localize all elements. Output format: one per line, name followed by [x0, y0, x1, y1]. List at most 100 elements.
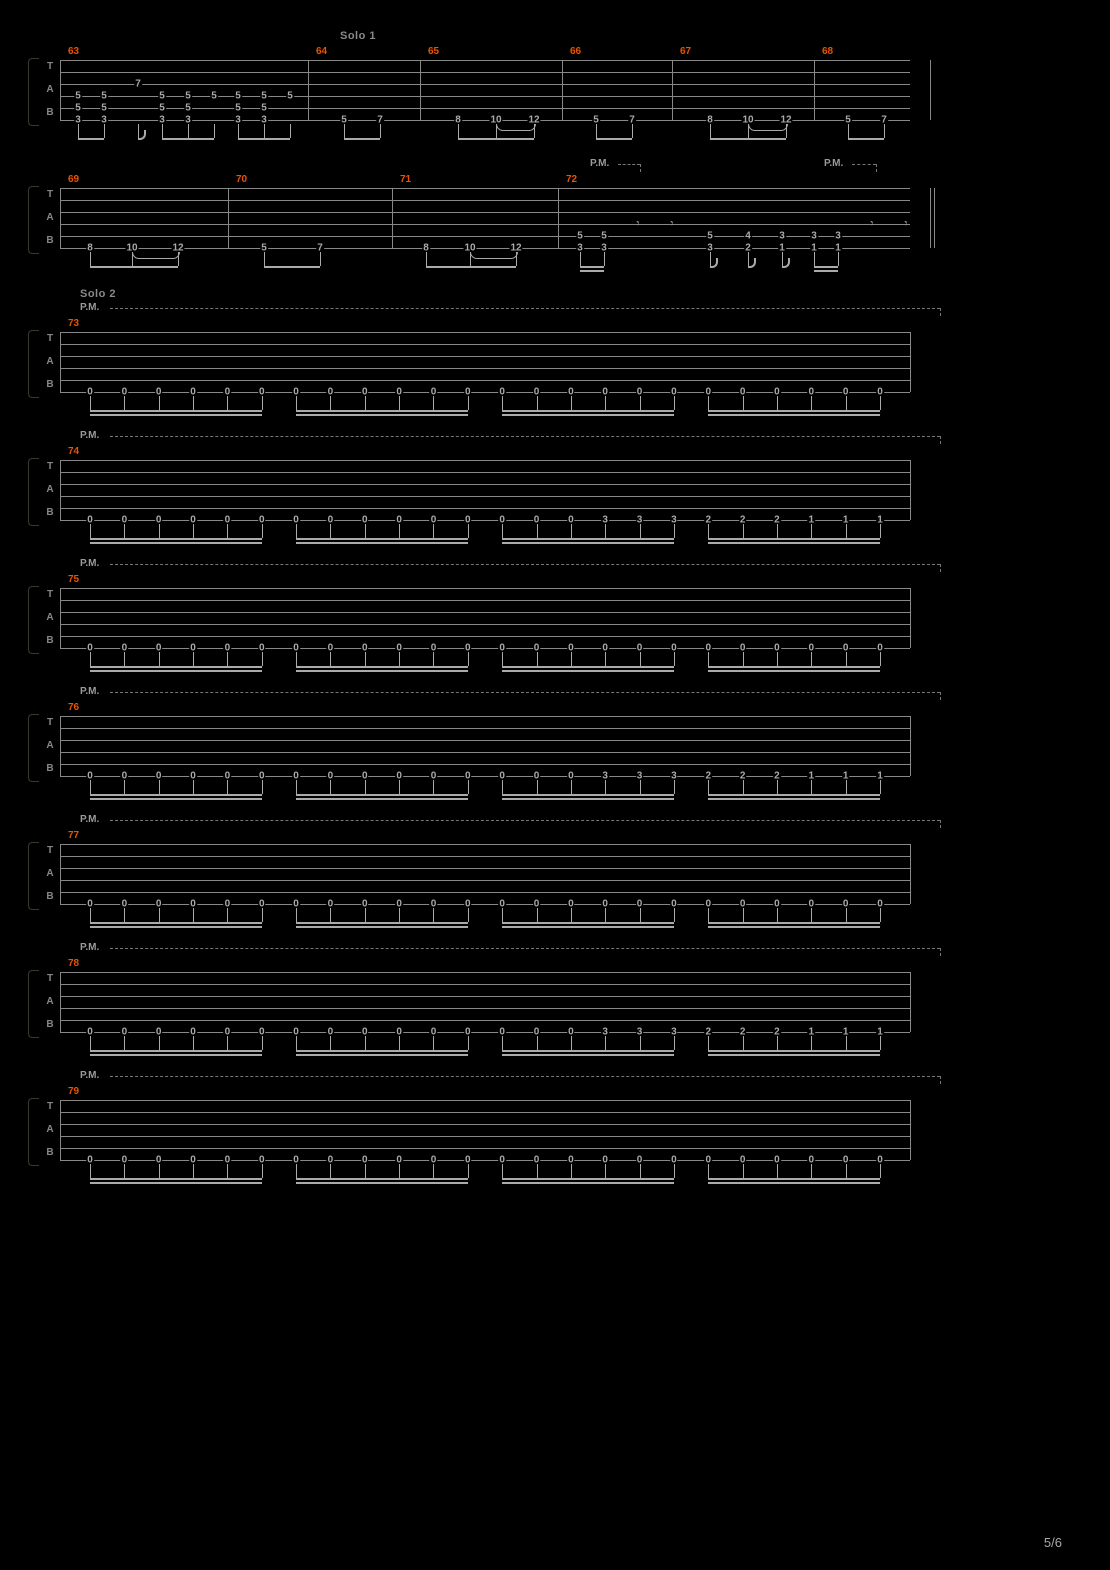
fret-number: 5: [184, 91, 192, 102]
barline: [562, 60, 563, 120]
fret-number: 5: [74, 91, 82, 102]
bar-number: 66: [570, 46, 581, 57]
barline: [308, 60, 309, 120]
bar-number: 79: [68, 1086, 79, 1097]
bar-numbers: 77: [60, 830, 1070, 844]
barline: [60, 972, 61, 1032]
staff-lines: 000000000000000000000000: [60, 844, 910, 904]
fret-number: 5: [706, 231, 714, 242]
bar-number: 73: [68, 318, 79, 329]
bar-number: 78: [68, 958, 79, 969]
barline: [910, 972, 911, 1032]
staff-lines: 5535537553553555355355781012578101257: [60, 60, 910, 120]
tab-clef: TAB: [40, 60, 60, 120]
tab-system: 636465666768TAB5535537553553555355355781…: [40, 46, 1070, 124]
bar-number: 69: [68, 174, 79, 185]
fret-number: 5: [286, 91, 294, 102]
bar-number: 67: [680, 46, 691, 57]
tab-system: P.M. 76TAB000000000000000333222111: [40, 688, 1070, 780]
page-number: 5/6: [1044, 1535, 1062, 1550]
staff-brace: [28, 186, 39, 254]
barline: [60, 1100, 61, 1160]
tab-clef: TAB: [40, 332, 60, 392]
bar-number: 64: [316, 46, 327, 57]
staff-brace: [28, 586, 39, 654]
barline: [930, 188, 931, 248]
fret-number: 4: [744, 231, 752, 242]
palm-mute-row: P.M.P.M.: [80, 160, 1070, 174]
beam-row: [60, 124, 1070, 146]
staff-lines: 000000000000000000000000: [60, 332, 910, 392]
staff-brace: [28, 1098, 39, 1166]
fret-number: 5: [158, 103, 166, 114]
staff-brace: [28, 714, 39, 782]
barline: [392, 188, 393, 248]
palm-mute-row: P.M.: [80, 816, 1070, 830]
bar-number: 68: [822, 46, 833, 57]
tab-clef: TAB: [40, 460, 60, 520]
palm-mute-label: P.M.: [80, 686, 99, 697]
barline: [60, 844, 61, 904]
tab-staff: TAB000000000000000000000000: [40, 844, 1070, 908]
barline: [60, 716, 61, 776]
tab-system: P.M.75TAB000000000000000000000000: [40, 560, 1070, 652]
rest: 𝄾: [636, 217, 639, 232]
tab-system: P.M.74TAB000000000000000333222111: [40, 432, 1070, 524]
barline: [910, 1100, 911, 1160]
beam-row: [60, 652, 1070, 674]
beam-row: [60, 908, 1070, 930]
staff-lines: 000000000000000000000000: [60, 1100, 910, 1160]
fret-number: 5: [600, 231, 608, 242]
bar-numbers: 78: [60, 958, 1070, 972]
bar-number: 70: [236, 174, 247, 185]
bar-number: 75: [68, 574, 79, 585]
fret-number: 5: [158, 91, 166, 102]
bar-number: 72: [566, 174, 577, 185]
tab-staff: TAB000000000000000000000000: [40, 332, 1070, 396]
bar-numbers: 79: [60, 1086, 1070, 1100]
bar-numbers: 74: [60, 446, 1070, 460]
bar-numbers: 76: [60, 702, 1070, 716]
barline: [910, 716, 911, 776]
barline: [910, 460, 911, 520]
palm-mute-label: P.M.: [824, 158, 843, 169]
fret-number: 5: [210, 91, 218, 102]
fret-number: 3: [778, 231, 786, 242]
tab-staff: TAB000000000000000333222111: [40, 972, 1070, 1036]
tab-system: P.M.78 TAB000000000000000333222111: [40, 944, 1070, 1036]
palm-mute-label: P.M.: [80, 302, 99, 313]
bar-numbers: 73: [60, 318, 1070, 332]
fret-number: 5: [234, 91, 242, 102]
barline: [910, 332, 911, 392]
tab-clef: TAB: [40, 972, 60, 1032]
beam-row: [60, 1036, 1070, 1058]
rest: 𝄾: [904, 217, 907, 232]
fret-number: 7: [134, 79, 142, 90]
bar-numbers: 69 70 71 72: [60, 174, 1070, 188]
palm-mute-row: P.M.: [80, 944, 1070, 958]
bar-number: 63: [68, 46, 79, 57]
barline: [910, 844, 911, 904]
barline: [910, 588, 911, 648]
staff-lines: 000000000000000000000000: [60, 588, 910, 648]
palm-mute-row: P.M.: [80, 1072, 1070, 1086]
fret-number: 5: [260, 91, 268, 102]
bar-number: 74: [68, 446, 79, 457]
staff-lines: 000000000000000333222111: [60, 460, 910, 520]
barline: [672, 60, 673, 120]
palm-mute-label: P.M.: [80, 942, 99, 953]
section-label: Solo 1: [340, 30, 1070, 42]
staff-brace: [28, 842, 39, 910]
barline: [60, 332, 61, 392]
staff-lines: 000000000000000333222111: [60, 972, 910, 1032]
bar-number: 71: [400, 174, 411, 185]
palm-mute-label: P.M.: [80, 1070, 99, 1081]
beam-row: [60, 780, 1070, 802]
tab-clef: TAB: [40, 716, 60, 776]
tab-clef: TAB: [40, 844, 60, 904]
barline: [814, 60, 815, 120]
tab-staff: TAB000000000000000333222111: [40, 716, 1070, 780]
bar-numbers: 75: [60, 574, 1070, 588]
barline: [558, 188, 559, 248]
beam-row: [60, 524, 1070, 546]
